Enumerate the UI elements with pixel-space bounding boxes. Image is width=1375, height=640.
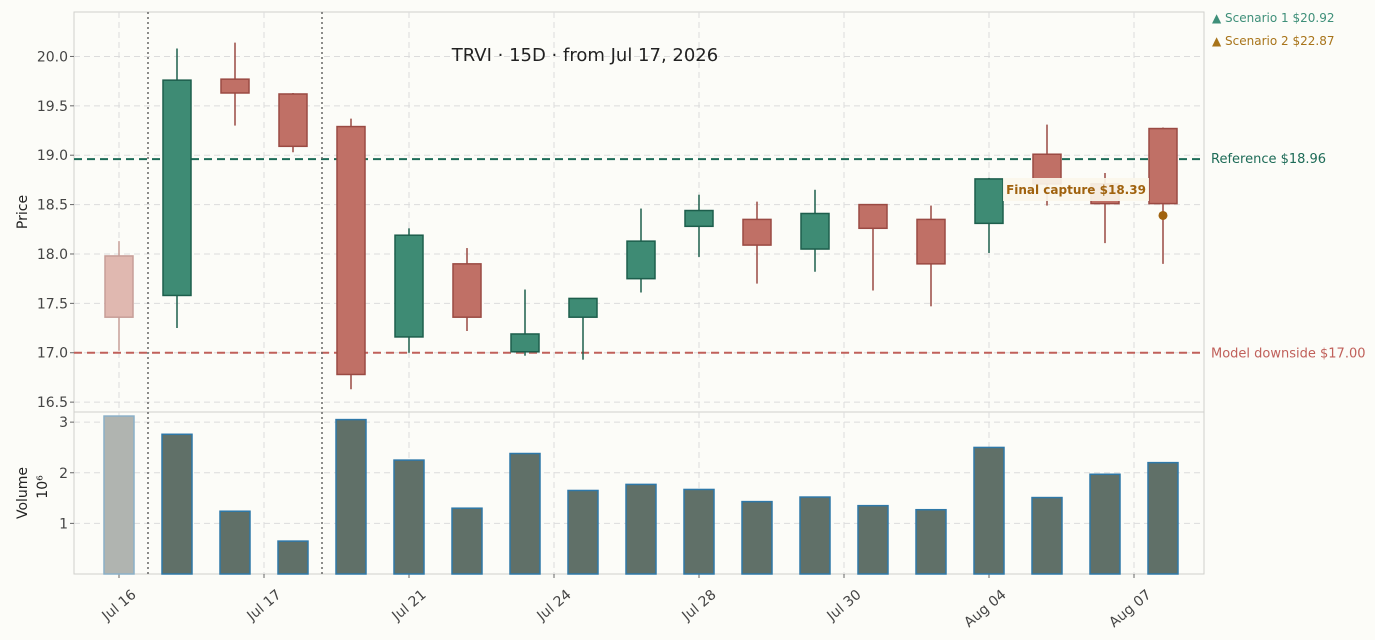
volume-bar [393,459,425,575]
volume-bar [103,415,135,575]
volume-bar [1147,461,1179,575]
final-capture-label: Final capture $18.39 [1006,183,1146,197]
x-tick-label: Jul 30 [824,587,865,625]
volume-axis-label: Volume [15,467,31,519]
candle-down [278,93,308,148]
candle-down [1148,127,1178,205]
volume-bar [509,452,541,575]
volume-bar [625,483,657,575]
volume-unit-label: 10⁶ [35,475,51,499]
volume-tick-label: 3 [59,415,68,431]
x-tick-label: Jul 21 [389,587,430,625]
x-tick-label: Jul 17 [244,587,285,625]
scenario-1-label: ▲ Scenario 1 $20.92 [1212,11,1334,25]
candle-up [394,234,424,338]
candle-up [974,178,1004,225]
price-panel: 16.5 17.0 17.5 18.0 18.5 19.0 19.5 20.0 [37,11,1205,413]
price-tick-label: 20.0 [37,49,68,65]
candle-up [684,209,714,228]
volume-tick-label: 1 [59,516,68,532]
price-tick-label: 17.0 [37,346,68,362]
price-tick-label: 19.5 [37,99,68,115]
volume-bar [973,446,1005,575]
volume-bar [567,489,599,575]
volume-bar [683,488,715,575]
x-tick-label: Jul 28 [679,587,720,625]
volume-bar [799,496,831,575]
volume-bar [915,508,947,575]
x-tick-label: Jul 24 [534,587,575,625]
volume-bar [277,540,309,575]
candle-down [336,125,366,376]
candle-up [626,240,656,280]
volume-bar [335,418,367,575]
candle-down [452,263,482,318]
price-axis-label: Price [15,195,31,229]
price-tick-label: 19.0 [37,148,68,164]
x-tick-label: Aug 07 [1106,587,1154,631]
final-capture-dot [1158,210,1168,220]
candle-up [568,297,598,318]
candle-down [104,255,134,318]
volume-bar [219,510,251,575]
volume-bar [741,500,773,575]
chart-title: TRVI · 15D · from Jul 17, 2026 [451,45,718,66]
x-tick-label: Aug 04 [961,587,1009,631]
volume-panel: 1 2 3 Jul 16 Jul 17 Jul 21 Jul 24 Jul 28 Jul 30 A… [59,411,1205,631]
reference-label: Reference $18.96 [1211,152,1326,167]
candle-up [510,333,540,353]
x-tick-label: Jul 16 [99,587,140,625]
volume-bar [161,433,193,575]
price-tick-label: 16.5 [37,395,68,411]
candle-down [742,218,772,246]
volume-tick-label: 2 [59,466,68,482]
candle-up [800,212,830,250]
scenario-2-label: ▲ Scenario 2 $22.87 [1212,34,1334,48]
price-tick-label: 18.0 [37,247,68,263]
volume-bar [1031,496,1063,575]
volume-bar [1089,473,1121,575]
candle-down [220,78,250,94]
volume-bar [451,507,483,575]
volume-bar [857,504,889,575]
candle-down [858,203,888,230]
price-tick-label: 18.5 [37,198,68,214]
price-tick-label: 17.5 [37,296,68,312]
downside-label: Model downside $17.00 [1211,347,1366,362]
final-capture-box [1003,178,1149,201]
candle-up [162,79,192,297]
candle-down [916,218,946,265]
